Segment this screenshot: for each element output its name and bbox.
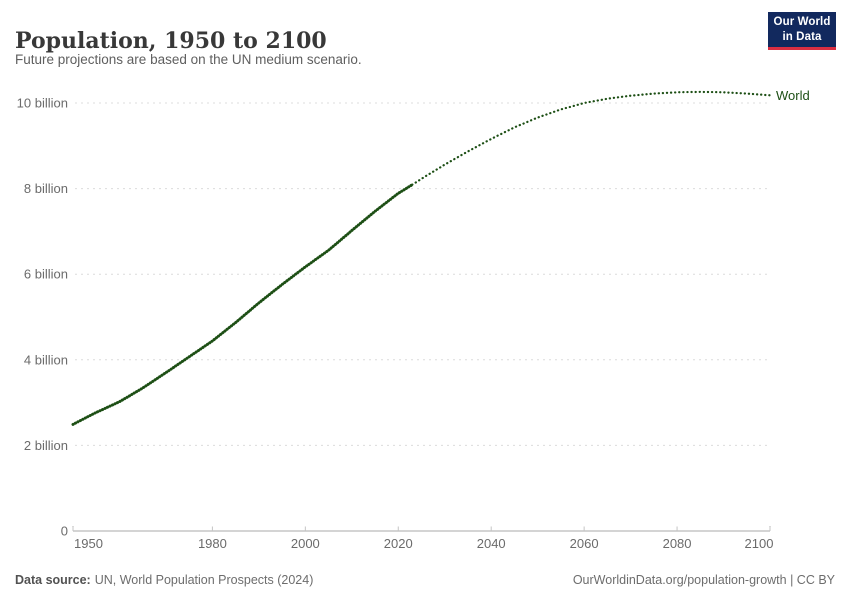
x-axis-tick-label: 2060 xyxy=(570,536,599,551)
owid-logo[interactable]: Our World in Data xyxy=(768,12,836,50)
world-series-projection-line xyxy=(411,90,772,186)
x-axis-tick-label: 2100 xyxy=(745,536,774,551)
y-axis-tick-label: 0 xyxy=(61,524,68,539)
x-axis-tick-label: 2040 xyxy=(477,536,506,551)
y-axis-tick-label: 8 billion xyxy=(24,181,68,196)
y-axis-tick-label: 6 billion xyxy=(24,267,68,282)
y-axis-tick-label: 2 billion xyxy=(24,438,68,453)
page-subtitle: Future projections are based on the UN m… xyxy=(15,52,362,67)
x-axis-tick-label: 2000 xyxy=(291,536,320,551)
owid-logo-line2: in Data xyxy=(782,30,822,43)
world-series-historical-line xyxy=(71,183,414,426)
data-source-label: Data source: xyxy=(15,573,91,587)
x-axis-tick-label: 2020 xyxy=(384,536,413,551)
y-axis-tick-label: 10 billion xyxy=(17,96,68,111)
y-axis-tick-label: 4 billion xyxy=(24,352,68,367)
data-source-text: UN, World Population Prospects (2024) xyxy=(94,573,314,587)
series-label-world[interactable]: World xyxy=(776,88,810,103)
data-source-note: Data source: UN, World Population Prospec… xyxy=(15,573,313,587)
x-axis-tick-label: 1950 xyxy=(74,536,103,551)
owid-logo-line1: Our World xyxy=(773,16,831,29)
x-axis-tick-label: 2080 xyxy=(663,536,692,551)
x-axis-tick-label: 1980 xyxy=(198,536,227,551)
page-title: Population, 1950 to 2100 xyxy=(15,27,327,54)
credit-link[interactable]: OurWorldinData.org/population-growth | C… xyxy=(572,573,835,587)
